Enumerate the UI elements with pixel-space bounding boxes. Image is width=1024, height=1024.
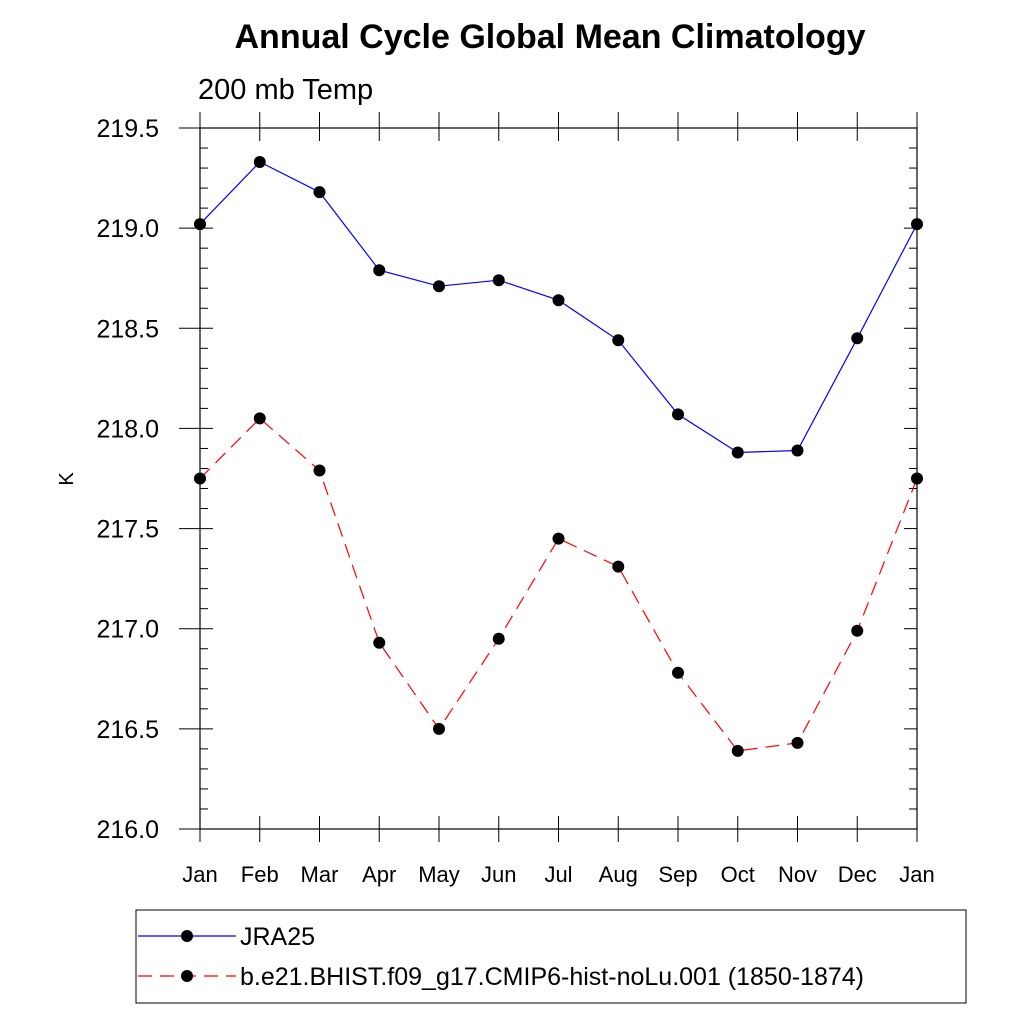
series-1-point (194, 472, 206, 485)
series-1-point (731, 744, 744, 757)
series-0-point (911, 218, 923, 231)
series-1-point (672, 666, 684, 679)
y-tick-label: 218.0 (96, 415, 159, 443)
legend-marker-1 (181, 970, 193, 982)
legend (135, 909, 967, 1004)
series-1-point (851, 624, 864, 637)
chart-subtitle: 200 mb Temp (198, 74, 373, 106)
series-1-point (492, 632, 505, 645)
series-0-point (612, 334, 625, 347)
y-axis-label: K (56, 472, 78, 486)
series-1-point (253, 412, 266, 425)
legend-label-0: JRA25 (240, 923, 315, 951)
x-tick-label: Oct (721, 862, 755, 887)
series-1-point (552, 532, 565, 545)
series-line-1 (199, 417, 918, 752)
series-1-point (612, 560, 625, 573)
series-0-point (851, 332, 864, 345)
x-tick-label: Mar (301, 862, 339, 887)
series-0-point (492, 274, 505, 287)
y-tick-label: 217.5 (96, 516, 159, 544)
legend-entries: JRA25 b.e21.BHIST.f09_g17.CMIP6-hist-noLu… (138, 923, 864, 991)
series-1-point (911, 472, 923, 485)
x-tick-label: Jun (481, 862, 516, 887)
x-tick-label: May (418, 862, 460, 887)
series-0-point (731, 446, 744, 459)
x-tick-label: Feb (241, 862, 279, 887)
series-0-point (672, 408, 684, 421)
series-0-point (373, 264, 386, 277)
series-0-point (253, 156, 266, 169)
series-0-point (552, 294, 565, 307)
chart-title: Annual Cycle Global Mean Climatology (235, 18, 866, 56)
series-0-point (194, 218, 206, 231)
x-tick-label: Nov (778, 862, 817, 887)
series-line-0 (199, 161, 918, 454)
x-tick-label: Jan (182, 862, 217, 887)
series-1-point (313, 464, 326, 477)
y-tick-label: 217.0 (96, 616, 159, 644)
series-1-point (791, 736, 804, 749)
y-tick-label: 219.0 (96, 215, 159, 243)
x-tick-label: Sep (658, 862, 697, 887)
y-tick-label: 219.5 (96, 115, 159, 143)
plot-frame (199, 127, 918, 830)
y-tick-labels: 216.0 216.5 217.0 217.5 218.0 218.5 219.0 219.5 (96, 115, 159, 844)
x-tick-label: Aug (599, 862, 638, 887)
x-tick-label: Jul (544, 862, 572, 887)
series-1-point (373, 636, 386, 649)
series-0-point (433, 280, 445, 293)
x-tick-label: Dec (838, 862, 877, 887)
series-layer (194, 156, 923, 757)
x-tick-labels: Jan Feb Mar Apr May Jun Jul Aug Sep Oct Nov Dec Jan (182, 862, 934, 887)
series-0-point (313, 186, 326, 199)
y-tick-label: 218.5 (96, 315, 159, 343)
y-tick-label: 216.5 (96, 716, 159, 744)
series-0-point (791, 444, 804, 457)
legend-marker-0 (181, 930, 193, 942)
y-tick-label: 216.0 (96, 816, 159, 844)
x-tick-label: Jan (899, 862, 934, 887)
axis-ticks (179, 112, 918, 842)
legend-label-1: b.e21.BHIST.f09_g17.CMIP6-hist-noLu.001 … (240, 963, 864, 991)
x-tick-label: Apr (362, 862, 396, 887)
series-1-point (433, 722, 445, 735)
